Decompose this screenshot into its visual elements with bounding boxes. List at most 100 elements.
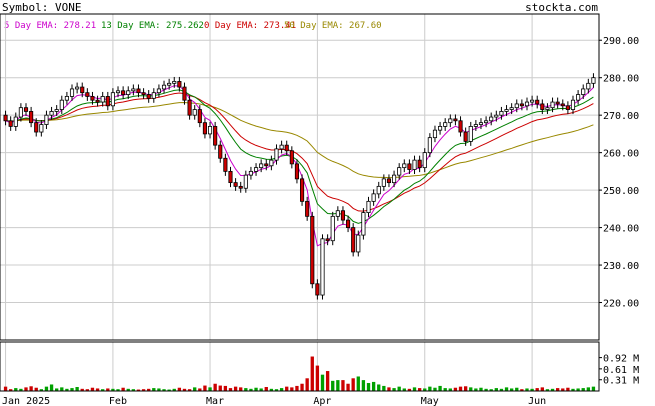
volume-bar xyxy=(34,387,38,391)
volume-bar xyxy=(90,387,95,391)
candle-body xyxy=(299,178,305,202)
ema-legend: 5 Day EMA: 278.21 13 Day EMA: 275.262 0 … xyxy=(4,21,382,31)
volume-bar xyxy=(382,385,386,391)
volume-bar xyxy=(530,388,534,391)
candle-body xyxy=(422,152,427,169)
volume-bar xyxy=(264,387,268,391)
candle-body xyxy=(187,99,192,116)
candle-body xyxy=(223,157,228,172)
candle-body xyxy=(555,101,560,105)
ema-50-line xyxy=(5,101,594,179)
candle-body xyxy=(146,94,151,99)
volume-bar xyxy=(591,386,596,391)
candle-body xyxy=(294,163,300,180)
volume-bar xyxy=(244,388,248,391)
candle-body xyxy=(346,219,351,228)
volume-bar xyxy=(254,387,258,391)
volume-bar xyxy=(377,384,381,391)
volume-bar xyxy=(417,388,422,391)
candle-body xyxy=(54,109,59,112)
volume-bar xyxy=(85,389,90,391)
candle-body xyxy=(381,178,386,187)
volume-bar xyxy=(95,388,100,391)
price-tick-label: 230.00 xyxy=(603,261,639,272)
volume-bar xyxy=(285,386,289,391)
volume-bar xyxy=(116,389,120,391)
volume-bar xyxy=(218,385,222,391)
volume-bar xyxy=(428,386,432,391)
volume-bar xyxy=(586,387,590,391)
volume-tick-label: 0.92 M xyxy=(603,354,639,365)
volume-bar xyxy=(576,388,580,391)
candle-body xyxy=(167,82,172,86)
volume-bar xyxy=(525,388,529,391)
volume-bar xyxy=(213,383,217,391)
volume-bar xyxy=(14,388,18,391)
candle-body xyxy=(90,96,95,101)
candle-body xyxy=(197,109,202,124)
volume-bar xyxy=(136,389,141,391)
candle-body xyxy=(545,107,550,110)
volume-bar xyxy=(407,388,412,391)
volume-bar xyxy=(469,387,473,391)
volume-bar xyxy=(320,374,325,391)
volume-bar xyxy=(494,388,498,391)
candle-body xyxy=(560,103,565,107)
volume-bar xyxy=(448,388,452,391)
price-tick-label: 220.00 xyxy=(603,299,639,310)
volume-bar xyxy=(75,387,79,391)
volume-bar xyxy=(259,388,263,391)
volume-bar xyxy=(198,388,202,391)
candle-body xyxy=(514,103,519,109)
volume-bar xyxy=(305,378,309,391)
volume-bar xyxy=(463,386,468,391)
volume-bar xyxy=(131,389,136,391)
volume-bar xyxy=(121,387,125,391)
volume-bar xyxy=(515,387,519,391)
volume-bar xyxy=(126,388,130,391)
volume-bar xyxy=(474,388,478,391)
volume-bar xyxy=(484,388,488,391)
candle-body xyxy=(478,122,484,125)
candle-body xyxy=(121,90,126,95)
candle-body xyxy=(64,96,69,101)
candle-body xyxy=(509,107,514,110)
volume-bar xyxy=(402,388,406,391)
volume-bar xyxy=(55,388,59,391)
candle-body xyxy=(473,124,478,127)
volume-bar xyxy=(70,388,74,391)
candle-body xyxy=(386,178,392,184)
candle-body xyxy=(356,234,361,253)
volume-bar xyxy=(331,380,335,391)
volume-bar xyxy=(581,388,585,391)
legend-ema-20: 0 Day EMA: 273.41 xyxy=(204,21,296,31)
candle-body xyxy=(443,122,448,127)
candle-body xyxy=(202,122,207,135)
volume-tick-label: 0.31 M xyxy=(603,376,639,387)
legend-ema-13: 13 Day EMA: 275.262 xyxy=(101,21,204,31)
candle-body xyxy=(335,210,340,217)
volume-bar xyxy=(540,387,544,391)
candle-body xyxy=(39,124,44,133)
price-tick-label: 280.00 xyxy=(603,74,639,85)
candle-body xyxy=(182,86,187,101)
candle-body xyxy=(340,210,346,221)
candle-body xyxy=(75,86,80,90)
volume-bar xyxy=(550,388,555,391)
candle-body xyxy=(417,159,422,169)
symbol-label: Symbol: VONE xyxy=(2,1,81,14)
candle-body xyxy=(207,126,213,135)
site-name[interactable]: stockta.com xyxy=(525,1,598,14)
candle-body xyxy=(141,92,146,95)
volume-panel xyxy=(0,341,600,392)
volume-bar xyxy=(351,378,355,391)
volume-bar xyxy=(39,389,44,391)
candle-body xyxy=(44,114,49,125)
volume-bar xyxy=(504,387,509,391)
volume-bar xyxy=(111,388,115,391)
candle-body xyxy=(59,99,64,110)
volume-bar xyxy=(499,388,504,391)
volume-bar xyxy=(141,389,146,391)
candle-body xyxy=(550,101,555,109)
